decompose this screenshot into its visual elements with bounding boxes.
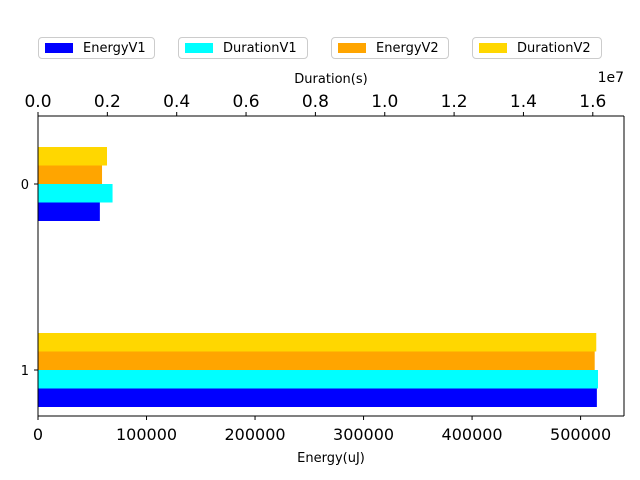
legend-entry-durationv1: DurationV1 — [178, 37, 308, 59]
top-tick-label: 0.4 — [163, 92, 190, 112]
legend-label: DurationV1 — [223, 40, 297, 56]
top-tick-label: 0.2 — [94, 92, 121, 112]
bottom-tick-label: 300000 — [333, 425, 394, 444]
top-tick-label: 0.6 — [233, 92, 260, 112]
legend-swatch — [45, 43, 73, 53]
top-tick-label: 1.0 — [371, 92, 398, 112]
top-tick-label: 1.4 — [510, 92, 537, 112]
legend-entry-energyv1: EnergyV1 — [38, 37, 155, 59]
bar-durationv2-0 — [38, 147, 107, 166]
bottom-tick-label: 400000 — [442, 425, 503, 444]
legend-entry-durationv2: DurationV2 — [472, 37, 602, 59]
bar-energyv1-1 — [38, 388, 597, 407]
y-tick-label: 0 — [21, 178, 29, 193]
top-tick-label: 1.6 — [579, 92, 606, 112]
legend-swatch — [479, 43, 507, 53]
bar-energyv2-0 — [38, 165, 103, 184]
top-tick-label: 1.2 — [441, 92, 468, 112]
bar-durationv2-1 — [38, 333, 597, 352]
bottom-tick-label: 100000 — [116, 425, 177, 444]
bottom-tick-label: 200000 — [224, 425, 285, 444]
top-tick-label: 0.8 — [302, 92, 329, 112]
legend-label: DurationV2 — [517, 40, 591, 56]
bar-energyv2-1 — [38, 351, 595, 370]
top-tick-label: 0.0 — [24, 92, 51, 112]
bar-durationv1-0 — [38, 184, 113, 203]
legend-swatch — [185, 43, 213, 53]
bars-group — [38, 147, 598, 407]
legend-label: EnergyV2 — [376, 40, 439, 56]
bottom-tick-label: 0 — [33, 425, 43, 444]
bottom-tick-label: 500000 — [550, 425, 611, 444]
bar-energyv1-0 — [38, 202, 100, 221]
legend-swatch — [338, 43, 366, 53]
top-axis-offset-label: 1e7 — [598, 70, 624, 86]
bar-durationv1-1 — [38, 370, 598, 389]
x-axis-label-bottom: Energy(uJ) — [297, 451, 365, 466]
y-tick-label: 1 — [21, 364, 29, 379]
legend-entry-energyv2: EnergyV2 — [331, 37, 449, 59]
axes-group: 0 100000 200000 300000 400000 500000 0.0 0.2 0.4… — [21, 92, 625, 444]
legend-label: EnergyV1 — [83, 40, 146, 56]
x-axis-label-top: Duration(s) — [294, 72, 367, 87]
